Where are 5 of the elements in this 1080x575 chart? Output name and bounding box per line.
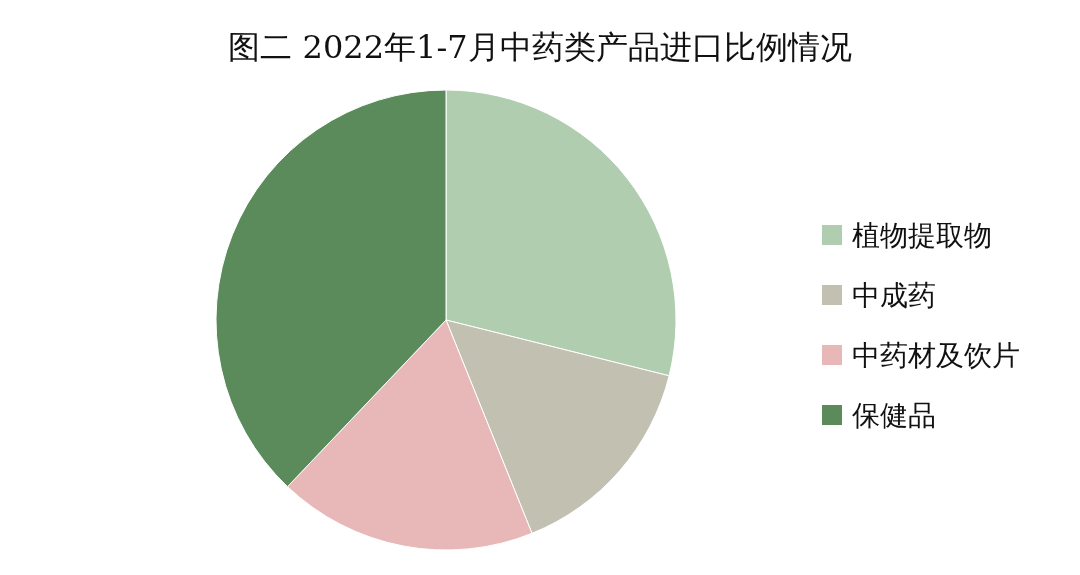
legend-label: 保健品 [852,399,936,432]
chart-title: 图二 2022年1-7月中药类产品进口比例情况 [228,28,852,66]
legend-label: 中药材及饮片 [852,339,1020,372]
legend-label: 中成药 [852,279,936,312]
legend-label: 植物提取物 [852,219,992,252]
